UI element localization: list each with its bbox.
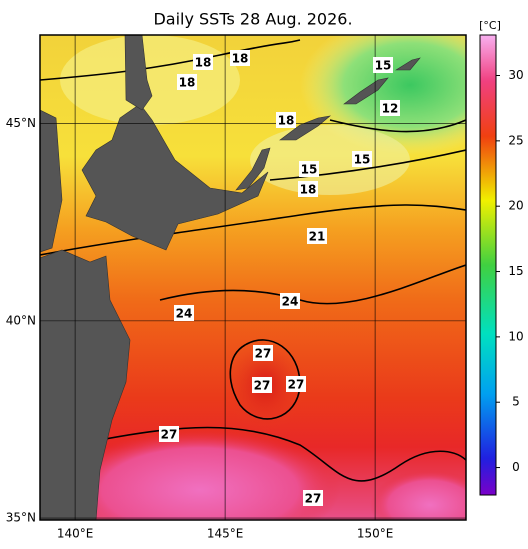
contour-label-box [252, 377, 272, 393]
contour-label-box [299, 161, 319, 177]
contour-label-box [280, 293, 300, 309]
contour-label: 27 [255, 347, 272, 361]
colorbar-label: 5 [512, 395, 520, 409]
contour-label-box [286, 376, 306, 392]
colorbar-label: 15 [508, 264, 523, 278]
contour-label: 18 [179, 76, 196, 90]
cool-area [250, 125, 410, 195]
contour-label: 27 [288, 378, 305, 392]
contour [229, 339, 301, 420]
contour-label-box [373, 57, 393, 73]
contour-label: 12 [382, 102, 399, 116]
colorbar-label: 0 [512, 460, 520, 474]
map-frame [39, 34, 467, 521]
cool-area [60, 35, 240, 125]
contour-label-box [177, 74, 197, 90]
contour-label: 18 [278, 114, 295, 128]
contour [159, 264, 466, 305]
land [40, 35, 421, 520]
contour-label-box [193, 54, 213, 70]
warm-area [370, 470, 466, 520]
contour-label: 18 [232, 52, 249, 66]
contour-label: 27 [305, 492, 322, 506]
colorbar-label: 25 [508, 133, 523, 147]
contour [269, 149, 466, 181]
contour-label-box [298, 181, 318, 197]
map-title: Daily SSTs 28 Aug. 2026. [153, 10, 352, 29]
colorbar-label: 30 [508, 68, 523, 82]
colorbar [479, 34, 497, 496]
contour-label-box [276, 112, 296, 128]
warm-area [60, 430, 340, 520]
contour-label-box [303, 490, 323, 506]
map-area [40, 35, 466, 520]
contour-label: 18 [300, 183, 317, 197]
contour-label-box [307, 228, 327, 244]
contour-label-box [159, 426, 179, 442]
cold-area [300, 35, 466, 155]
contour-label: 24 [176, 307, 193, 321]
contour-label-box [253, 345, 273, 361]
lon-label: 145°E [207, 527, 244, 541]
lat-label: 45°N [6, 116, 36, 130]
contour [329, 119, 466, 133]
lat-label: 35°N [6, 511, 36, 525]
contour-label-box [230, 50, 250, 66]
colorbar-label: 10 [508, 329, 523, 343]
contour-label: 24 [282, 295, 299, 309]
contour-label-box [380, 100, 400, 116]
contour-label-box [352, 151, 372, 167]
contour-label: 21 [309, 230, 326, 244]
contour-label-box [174, 305, 194, 321]
contour-label: 15 [301, 163, 318, 177]
contour [40, 204, 466, 256]
contour-label: 18 [195, 56, 212, 70]
contour [99, 426, 466, 482]
lat-label: 40°N [6, 313, 36, 327]
colorbar-label: 20 [508, 199, 523, 213]
contour-label: 27 [161, 428, 178, 442]
colorbar-unit: [°C] [479, 19, 501, 32]
contour-label: 27 [254, 379, 271, 393]
contour-label: 15 [354, 153, 371, 167]
contour-label: 15 [375, 59, 392, 73]
lon-label: 140°E [57, 527, 94, 541]
lon-label: 150°E [357, 527, 394, 541]
